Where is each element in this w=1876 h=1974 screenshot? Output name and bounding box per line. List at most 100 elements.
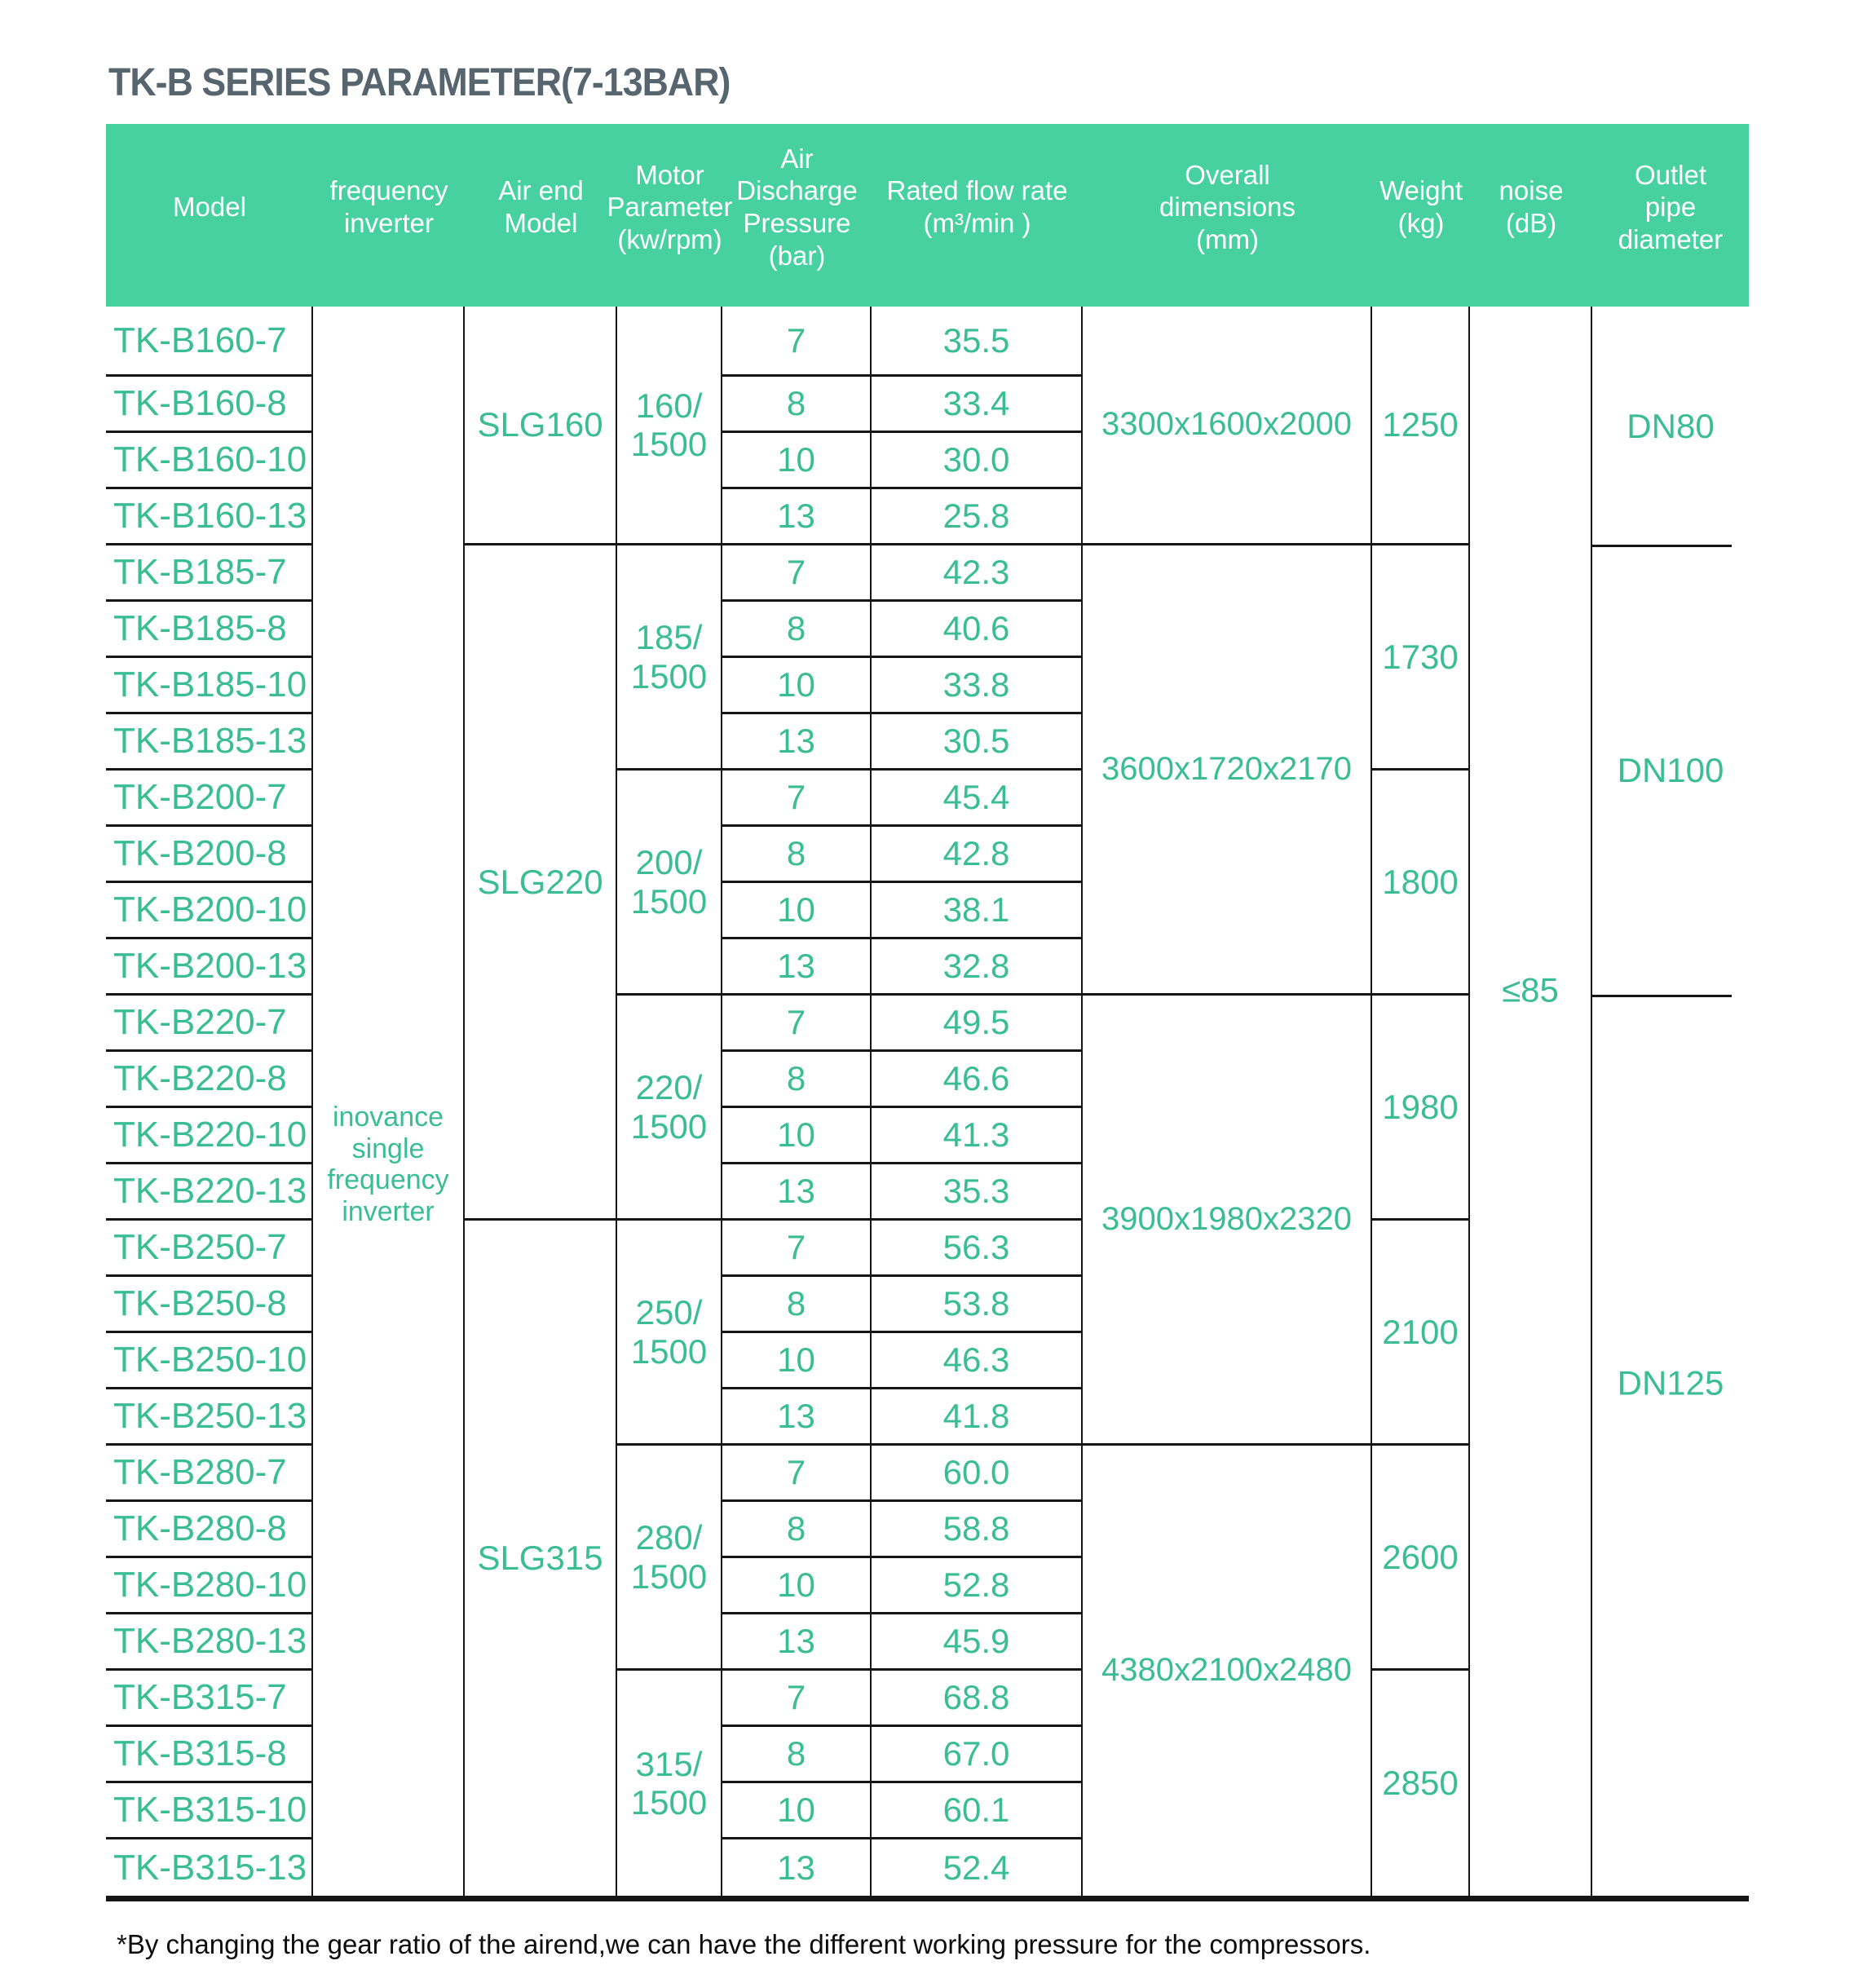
cell-line: 2600 (1382, 1537, 1459, 1576)
header-line: (dB) (1505, 208, 1557, 238)
model-cell: TK-B160-13 (106, 489, 313, 545)
model-cell: TK-B250-10 (106, 1333, 313, 1389)
flow-cell: 46.6 (872, 1052, 1083, 1108)
cell-line: 1500 (630, 1557, 708, 1596)
pressure-cell: 13 (722, 939, 872, 996)
cell-line: 3300x1600x2000 (1101, 406, 1352, 443)
flow-value: 52.4 (942, 1848, 1010, 1887)
header-line: (bar) (768, 240, 826, 271)
pressure-cell: 13 (722, 714, 872, 771)
header-rated-flow-rate: Rated flow rate (m³/min ) (872, 116, 1083, 298)
model-cell: TK-B315-10 (106, 1783, 313, 1839)
pressure-value: 10 (777, 1115, 815, 1155)
header-line: Air (780, 143, 814, 174)
pressure-value: 7 (786, 1228, 806, 1267)
flow-cell: 35.3 (872, 1164, 1083, 1221)
cell-line: SLG220 (477, 862, 603, 901)
model-cell: TK-B185-13 (106, 714, 313, 771)
model-cell: TK-B160-7 (106, 307, 313, 377)
model-label: TK-B185-8 (113, 608, 287, 649)
model-cell: TK-B280-13 (106, 1614, 313, 1671)
cell-line: 1730 (1382, 637, 1459, 676)
flow-cell: 35.5 (872, 307, 1083, 377)
flow-cell: 38.1 (872, 883, 1083, 939)
flow-cell: 40.6 (872, 602, 1083, 658)
header-model: Model (106, 116, 313, 298)
model-label: TK-B250-10 (113, 1340, 307, 1380)
overall-dimensions-cell: 3900x1980x2320 (1083, 996, 1372, 1446)
flow-cell: 60.0 (872, 1446, 1083, 1502)
header-frequency-inverter: frequency inverter (313, 116, 465, 298)
flow-value: 35.5 (942, 320, 1010, 360)
flow-cell: 49.5 (872, 996, 1083, 1052)
flow-value: 67.0 (942, 1734, 1010, 1773)
model-label: TK-B220-8 (113, 1058, 287, 1099)
flow-value: 68.8 (942, 1678, 1010, 1717)
pressure-value: 7 (786, 320, 806, 360)
cell-line: 250/ (635, 1293, 703, 1332)
flow-cell: 53.8 (872, 1277, 1083, 1333)
model-cell: TK-B160-8 (106, 377, 313, 433)
flow-value: 25.8 (942, 497, 1010, 536)
flow-cell: 25.8 (872, 489, 1083, 545)
cell-line: frequency (327, 1164, 449, 1196)
flow-value: 32.8 (942, 947, 1010, 986)
cell-line: 1500 (630, 656, 708, 696)
pressure-cell: 7 (722, 307, 872, 377)
overall-dimensions-cell: 4380x2100x2480 (1083, 1446, 1372, 1896)
cell-line: 3600x1720x2170 (1101, 750, 1352, 787)
header-line: Rated flow rate (886, 175, 1068, 206)
model-cell: TK-B220-13 (106, 1164, 313, 1221)
flow-value: 60.0 (942, 1453, 1010, 1492)
cell-line: inovance (332, 1102, 444, 1133)
flow-value: 46.6 (942, 1059, 1010, 1098)
flow-cell: 60.1 (872, 1783, 1083, 1839)
motor-parameter-cell: 185/1500 (617, 545, 722, 771)
pressure-cell: 10 (722, 1108, 872, 1164)
outlet-pipe-diameter-cell: DN125 (1592, 996, 1749, 1896)
model-cell: TK-B220-7 (106, 996, 313, 1052)
pressure-cell: 10 (722, 1333, 872, 1389)
header-line: Model (504, 208, 578, 238)
flow-value: 49.5 (942, 1003, 1010, 1042)
pressure-value: 13 (777, 1622, 815, 1661)
cell-line: DN125 (1617, 1362, 1724, 1402)
model-cell: TK-B185-10 (106, 658, 313, 714)
pressure-cell: 10 (722, 883, 872, 939)
pressure-value: 10 (777, 890, 815, 930)
header-line: (mm) (1196, 223, 1259, 254)
pressure-value: 10 (777, 665, 815, 704)
flow-value: 38.1 (942, 890, 1010, 930)
flow-cell: 33.8 (872, 658, 1083, 714)
air-end-model-cell: SLG220 (465, 545, 617, 1221)
header-outlet-pipe-diameter: Outlet pipe diameter (1592, 116, 1749, 298)
cell-line: 2100 (1382, 1312, 1459, 1351)
pressure-value: 10 (777, 1791, 815, 1830)
flow-value: 45.9 (942, 1622, 1010, 1661)
outlet-divider-line (1592, 995, 1732, 997)
cell-line: 1250 (1382, 405, 1459, 444)
cell-line: 200/ (635, 843, 703, 882)
cell-line: ≤85 (1502, 970, 1559, 1009)
model-label: TK-B280-8 (113, 1508, 287, 1549)
model-cell: TK-B185-7 (106, 545, 313, 602)
header-line: frequency (329, 175, 448, 206)
flow-value: 35.3 (942, 1172, 1010, 1211)
pressure-value: 8 (786, 384, 806, 423)
model-label: TK-B315-10 (113, 1790, 307, 1830)
cell-line: 280/ (635, 1518, 703, 1557)
flow-cell: 52.4 (872, 1839, 1083, 1896)
pressure-value: 13 (777, 1172, 815, 1211)
weight-cell: 2600 (1372, 1446, 1470, 1671)
pressure-cell: 7 (722, 996, 872, 1052)
flow-cell: 56.3 (872, 1221, 1083, 1277)
cell-line: 2850 (1382, 1764, 1459, 1803)
flow-value: 60.1 (942, 1791, 1010, 1830)
model-cell: TK-B250-7 (106, 1221, 313, 1277)
pressure-value: 8 (786, 609, 806, 648)
flow-cell: 52.8 (872, 1558, 1083, 1614)
pressure-value: 7 (786, 1003, 806, 1042)
model-cell: TK-B200-7 (106, 771, 313, 827)
model-cell: TK-B315-8 (106, 1727, 313, 1783)
weight-cell: 1730 (1372, 545, 1470, 771)
